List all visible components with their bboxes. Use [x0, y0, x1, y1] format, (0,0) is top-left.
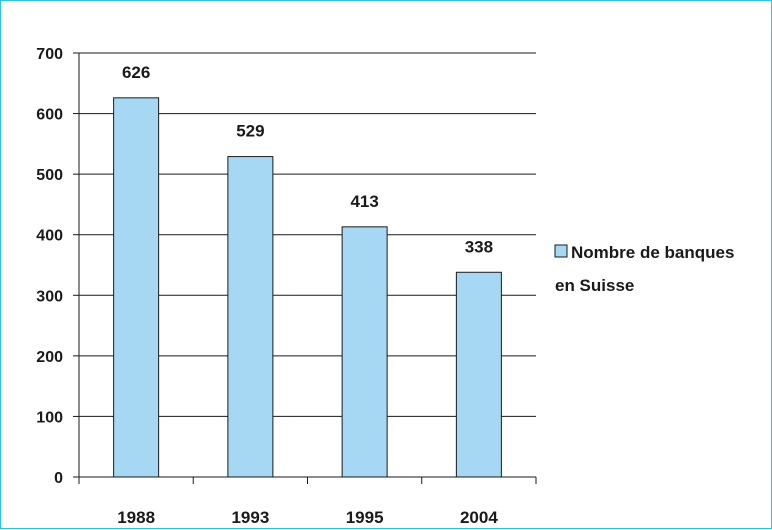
y-tick-label: 200	[36, 349, 63, 366]
x-tick-label: 1988	[117, 508, 155, 527]
x-tick-label: 1995	[346, 508, 384, 527]
data-label: 529	[236, 122, 264, 141]
bars	[113, 97, 502, 478]
y-axis-ticks: 0 100 200 300 400 500 600 700	[36, 46, 63, 487]
y-tick-label: 0	[54, 470, 63, 487]
y-tick-label: 600	[36, 107, 63, 124]
x-tick-label: 2004	[460, 508, 498, 527]
bar-1995	[341, 226, 388, 478]
bar-2004	[455, 271, 502, 478]
data-labels: 626 529 413 338	[122, 63, 493, 256]
data-label: 626	[122, 63, 150, 82]
data-label: 413	[350, 192, 378, 211]
data-label: 338	[465, 237, 493, 256]
y-tick-label: 100	[36, 409, 63, 426]
x-axis-ticks: 1988 1993 1995 2004	[117, 508, 498, 527]
y-tick-label: 500	[36, 167, 63, 184]
legend: Nombre de banques en Suisse	[554, 243, 734, 295]
y-tick-label: 700	[36, 46, 63, 63]
x-tick-label: 1993	[231, 508, 269, 527]
legend-label-line-1: Nombre de banques	[571, 243, 734, 262]
y-tick-label: 400	[36, 228, 63, 245]
bar-1988	[113, 97, 160, 478]
bar-1993	[227, 156, 274, 478]
legend-label-line-2: en Suisse	[555, 276, 634, 295]
y-tick-label: 300	[36, 288, 63, 305]
legend-swatch	[554, 244, 568, 258]
